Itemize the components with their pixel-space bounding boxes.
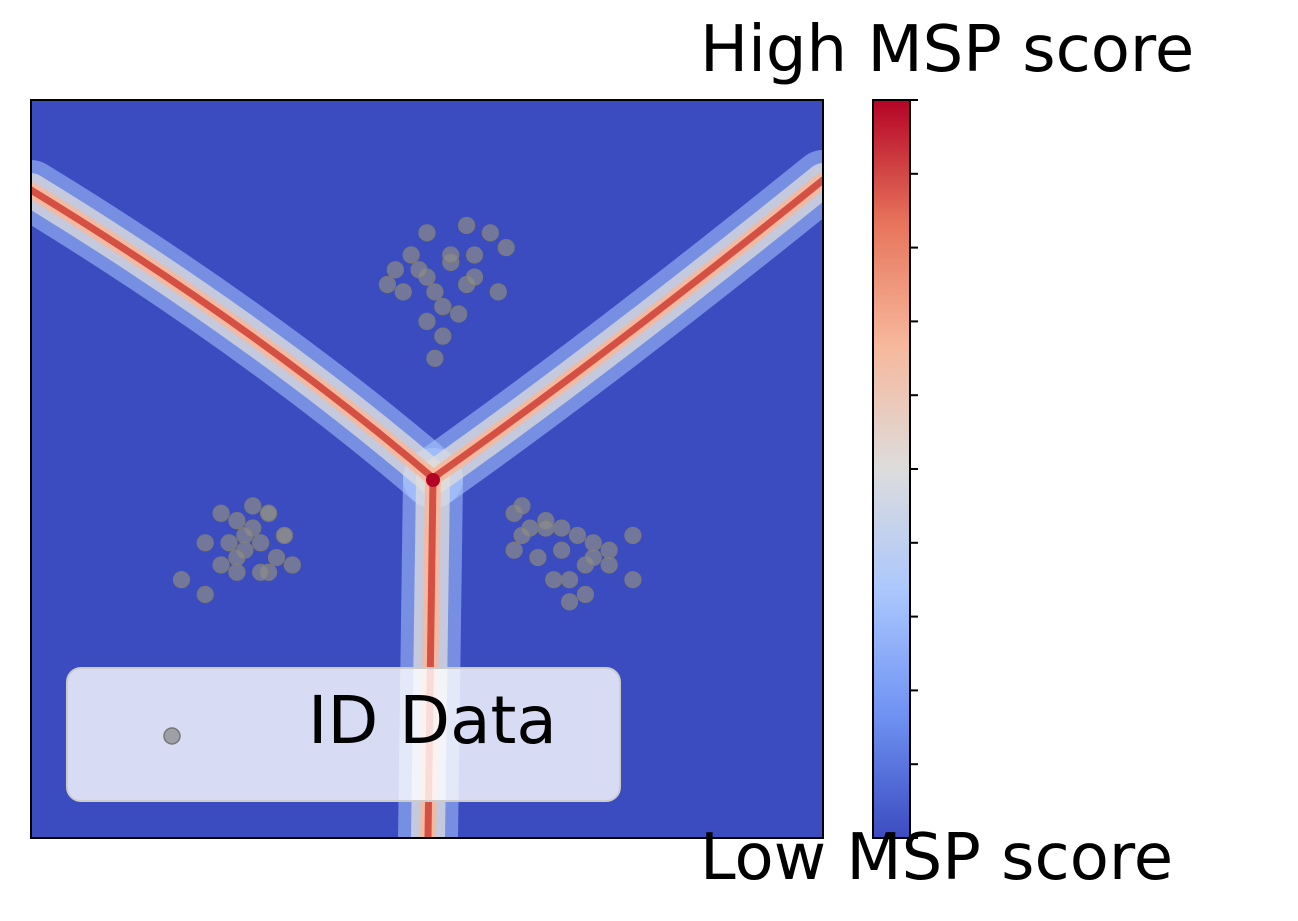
id-data-point — [418, 224, 436, 242]
id-data-point — [260, 504, 278, 522]
id-data-point — [252, 563, 270, 581]
id-data-point — [212, 556, 230, 574]
id-data-point — [228, 548, 246, 567]
id-data-point — [402, 246, 420, 264]
boundary-line — [429, 176, 823, 482]
id-data-point — [283, 556, 301, 574]
id-data-point — [426, 283, 444, 301]
id-data-point — [465, 268, 484, 286]
id-data-point — [624, 526, 642, 545]
id-data-point — [513, 497, 531, 515]
id-data-point — [172, 571, 191, 589]
id-data-point — [458, 216, 476, 235]
id-data-point — [252, 534, 270, 552]
id-data-point — [442, 246, 460, 264]
id-data-point — [537, 519, 555, 537]
id-data-point — [267, 548, 286, 567]
colorbar — [872, 99, 918, 839]
id-data-point — [465, 246, 484, 264]
id-data-point — [584, 548, 602, 567]
id-data-points — [172, 216, 642, 611]
id-data-point — [394, 283, 412, 301]
id-data-point — [418, 312, 436, 330]
id-data-point — [386, 261, 404, 279]
id-data-point — [489, 283, 507, 301]
colorbar-bottom-label: Low MSP score — [700, 821, 1174, 895]
id-data-point — [196, 534, 214, 552]
id-data-point — [529, 548, 547, 567]
id-data-point — [545, 571, 563, 589]
legend-box — [66, 667, 621, 802]
id-data-point — [600, 556, 618, 574]
colorbar-gradient — [873, 100, 910, 838]
id-data-point — [513, 526, 531, 545]
id-data-point — [228, 512, 246, 530]
id-data-point — [426, 349, 444, 367]
boundary-line — [31, 186, 437, 482]
id-data-point — [505, 541, 523, 559]
id-data-point — [450, 305, 468, 323]
boundary-junction — [426, 473, 440, 487]
id-data-point — [560, 571, 579, 589]
id-data-point — [576, 585, 595, 604]
legend-marker — [163, 727, 181, 745]
id-data-point — [560, 593, 579, 611]
id-data-point — [244, 497, 262, 515]
id-data-point — [553, 519, 571, 537]
decision-boundaries — [31, 150, 823, 838]
id-data-point — [228, 563, 246, 581]
colorbar-ticks — [910, 99, 918, 839]
plot-frame — [30, 99, 824, 839]
id-data-point — [481, 224, 499, 242]
id-data-point — [584, 534, 602, 552]
colorbar-top-label: High MSP score — [700, 13, 1195, 87]
id-data-point — [212, 504, 230, 522]
id-data-point — [434, 327, 452, 345]
id-data-point — [553, 541, 571, 559]
id-data-point — [410, 261, 428, 279]
id-data-point — [434, 298, 452, 316]
id-data-point — [220, 534, 238, 552]
id-data-point — [568, 526, 587, 545]
id-data-point — [624, 571, 642, 589]
id-data-point — [497, 239, 515, 257]
id-data-point — [600, 541, 618, 559]
id-data-point — [275, 526, 294, 545]
legend — [66, 667, 621, 802]
id-data-point — [196, 585, 214, 604]
id-data-point — [236, 526, 254, 545]
legend-label: ID Data — [308, 682, 557, 759]
id-data-point — [378, 275, 396, 294]
